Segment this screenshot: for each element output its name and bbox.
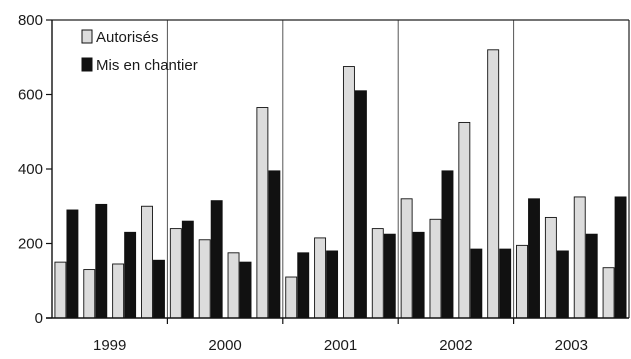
bar-autorises (141, 205, 153, 319)
bar-mis-en-chantier (95, 203, 108, 319)
bar-mis-en-chantier (268, 170, 281, 319)
bar-autorises (314, 237, 327, 319)
y-tick-label: 200 (18, 236, 43, 253)
bar-autorises (256, 107, 269, 319)
legend-label-mis-en-chantier: Mis en chantier (96, 57, 198, 74)
bar-autorises (400, 198, 413, 319)
x-tick-label: 2003 (555, 337, 588, 354)
bar-mis-en-chantier (326, 250, 339, 319)
bar-mis-en-chantier (441, 170, 454, 319)
bar-mis-en-chantier (556, 250, 569, 319)
bar-autorises (602, 267, 615, 319)
bar-autorises (429, 218, 442, 319)
legend: Autorisés Mis en chantier (81, 29, 198, 74)
bar-mis-en-chantier (210, 200, 223, 319)
legend-swatch-mis-en-chantier (81, 57, 93, 72)
x-tick-label: 2002 (439, 337, 472, 354)
bar-mis-en-chantier (354, 90, 367, 319)
bar-autorises (54, 261, 67, 319)
bar-mis-en-chantier (66, 209, 79, 319)
y-tick-label: 600 (18, 87, 43, 104)
bar-autorises (544, 216, 557, 319)
bar-autorises (169, 228, 182, 319)
bar-mis-en-chantier (412, 231, 425, 319)
axes-layer: 0 200 400 600 800 1999 2000 2001 2002 2003 (18, 12, 630, 354)
x-tick-label: 1999 (93, 337, 126, 354)
bar-mis-en-chantier (153, 259, 165, 319)
legend-label-autorises: Autorisés (96, 29, 159, 46)
bar-mis-en-chantier (181, 220, 194, 319)
bar-autorises (198, 239, 211, 319)
x-tick-label: 2000 (208, 337, 241, 354)
bar-autorises (573, 196, 586, 319)
bar-autorises (285, 276, 298, 319)
bar-mis-en-chantier (585, 233, 598, 319)
bar-mis-en-chantier (528, 198, 540, 319)
y-tick-label: 400 (18, 161, 43, 178)
legend-swatch-autorises (81, 29, 93, 44)
y-tick-label: 800 (18, 12, 43, 29)
x-tick-label: 2001 (324, 337, 357, 354)
bar-autorises (227, 252, 240, 319)
bar-autorises (112, 263, 125, 319)
bar-mis-en-chantier (499, 248, 512, 319)
bar-autorises (458, 121, 471, 319)
y-tick-label: 0 (35, 310, 43, 327)
bar-mis-en-chantier (297, 252, 310, 319)
bar-mis-en-chantier (124, 231, 137, 319)
bar-autorises (516, 244, 528, 319)
bar-mis-en-chantier (383, 233, 396, 319)
bar-autorises (83, 269, 96, 319)
bar-mis-en-chantier (614, 196, 627, 319)
grid-layer (166, 20, 515, 318)
bar-autorises (342, 66, 355, 319)
bar-autorises (487, 49, 500, 319)
bars-layer (54, 49, 627, 319)
bar-mis-en-chantier (470, 248, 483, 319)
bar-mis-en-chantier (239, 261, 252, 319)
bar-autorises (371, 228, 384, 319)
